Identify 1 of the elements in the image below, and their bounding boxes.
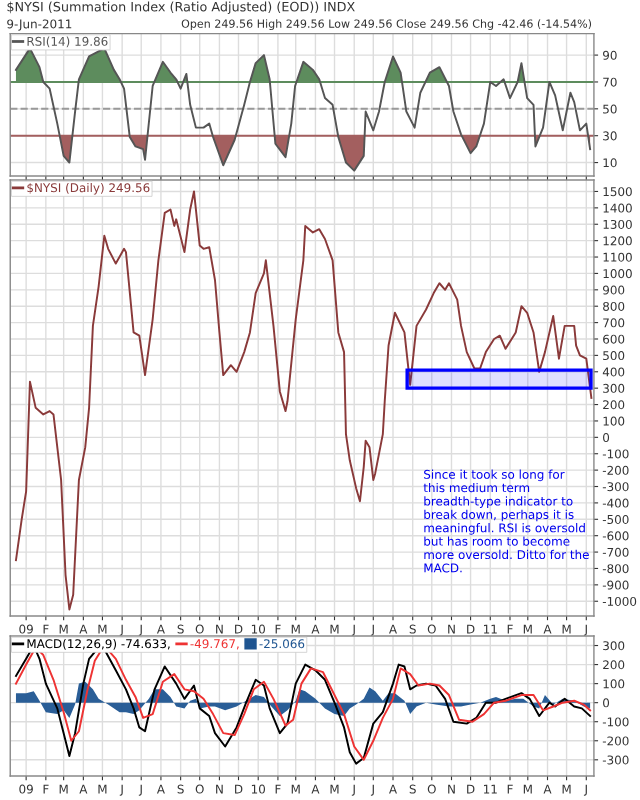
line-series [14, 47, 592, 172]
